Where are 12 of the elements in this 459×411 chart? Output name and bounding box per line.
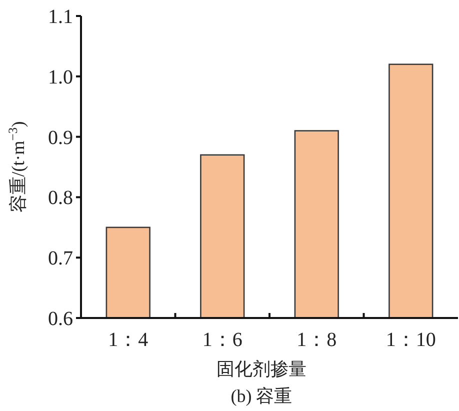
y-tick-label: 0.7: [48, 248, 73, 270]
x-tick-label: 1：4: [108, 329, 148, 351]
x-tick-label: 1：8: [296, 329, 337, 351]
y-tick-label: 0.6: [48, 308, 73, 330]
y-tick-label: 1.0: [48, 66, 73, 88]
x-tick-label: 1：6: [202, 329, 242, 351]
y-tick-label: 0.9: [48, 126, 73, 149]
y-tick-label: 1.1: [48, 6, 73, 28]
text: (b) 容重: [230, 386, 292, 406]
x-tick-label: 1：10: [386, 329, 436, 351]
y-tick-label: 0.8: [48, 187, 73, 210]
x-axis-title: 固化剂掺量: [216, 359, 306, 379]
